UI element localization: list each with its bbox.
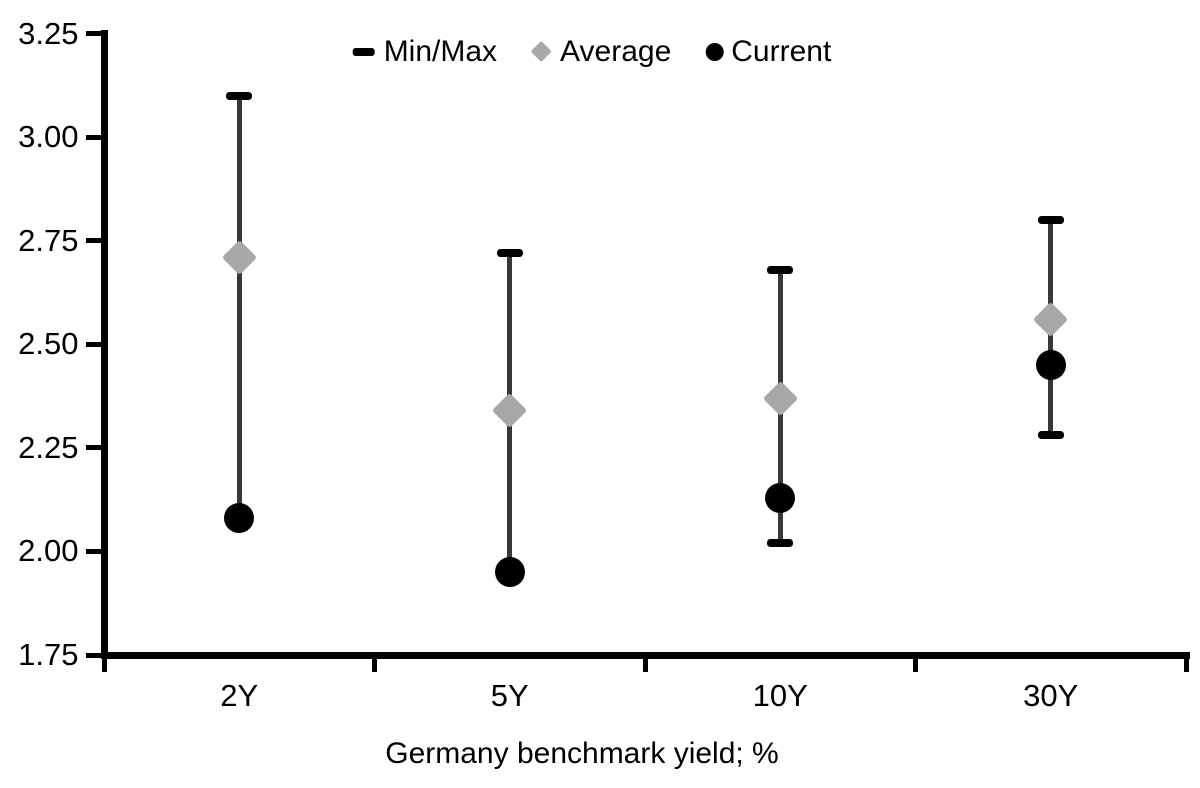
y-tick [85,238,101,244]
legend-item-minmax: Min/Max [352,33,498,70]
y-tick-label: 2.00 [18,533,79,569]
average-diamond-marker [221,239,257,275]
x-axis-title: Germany benchmark yield; % [385,737,779,770]
min-cap [767,539,794,548]
max-cap [496,249,523,258]
max-cap [1037,215,1064,224]
current-circle-marker [1035,349,1066,380]
y-tick-label: 2.75 [18,222,79,258]
legend-item-current: Current [705,33,831,70]
average-diamond-marker [1033,301,1069,338]
y-tick-label: 3.25 [18,15,79,51]
y-tick [85,341,101,347]
x-tick [913,658,918,672]
y-tick-label: 3.00 [18,119,79,155]
error-bar-line [236,95,242,519]
x-tick [1183,658,1189,672]
y-tick-label: 2.50 [18,326,79,362]
x-tick [372,658,377,672]
y-tick-label: 2.25 [18,429,79,465]
y-axis-line [100,30,108,659]
y-tick [85,134,101,140]
x-tick [101,658,107,672]
legend-label-current: Current [731,35,832,68]
y-tick-label: 1.75 [18,637,79,672]
x-tick [642,658,648,672]
legend-label-minmax: Min/Max [383,35,498,68]
average-diamond-marker [762,380,798,416]
current-circle-icon [705,42,724,61]
y-tick [85,548,101,554]
current-circle-marker [765,482,796,513]
legend-item-average: Average [530,33,672,70]
average-diamond-marker [492,392,528,429]
chart-legend: Min/Max Average Current [352,33,831,70]
y-tick [85,31,101,36]
x-axis-line [100,651,1190,659]
x-category-label: 30Y [1023,678,1079,713]
legend-label-average: Average [560,35,672,68]
y-tick [85,445,101,451]
max-cap [226,91,253,100]
x-category-label: 5Y [490,678,529,713]
max-cap [767,265,794,274]
minmax-dash-icon [352,47,375,56]
min-cap [1037,431,1064,440]
x-category-label: 10Y [752,678,808,713]
current-circle-marker [224,503,255,534]
x-category-label: 2Y [220,678,259,713]
y-tick [85,652,101,658]
current-circle-marker [494,557,525,588]
